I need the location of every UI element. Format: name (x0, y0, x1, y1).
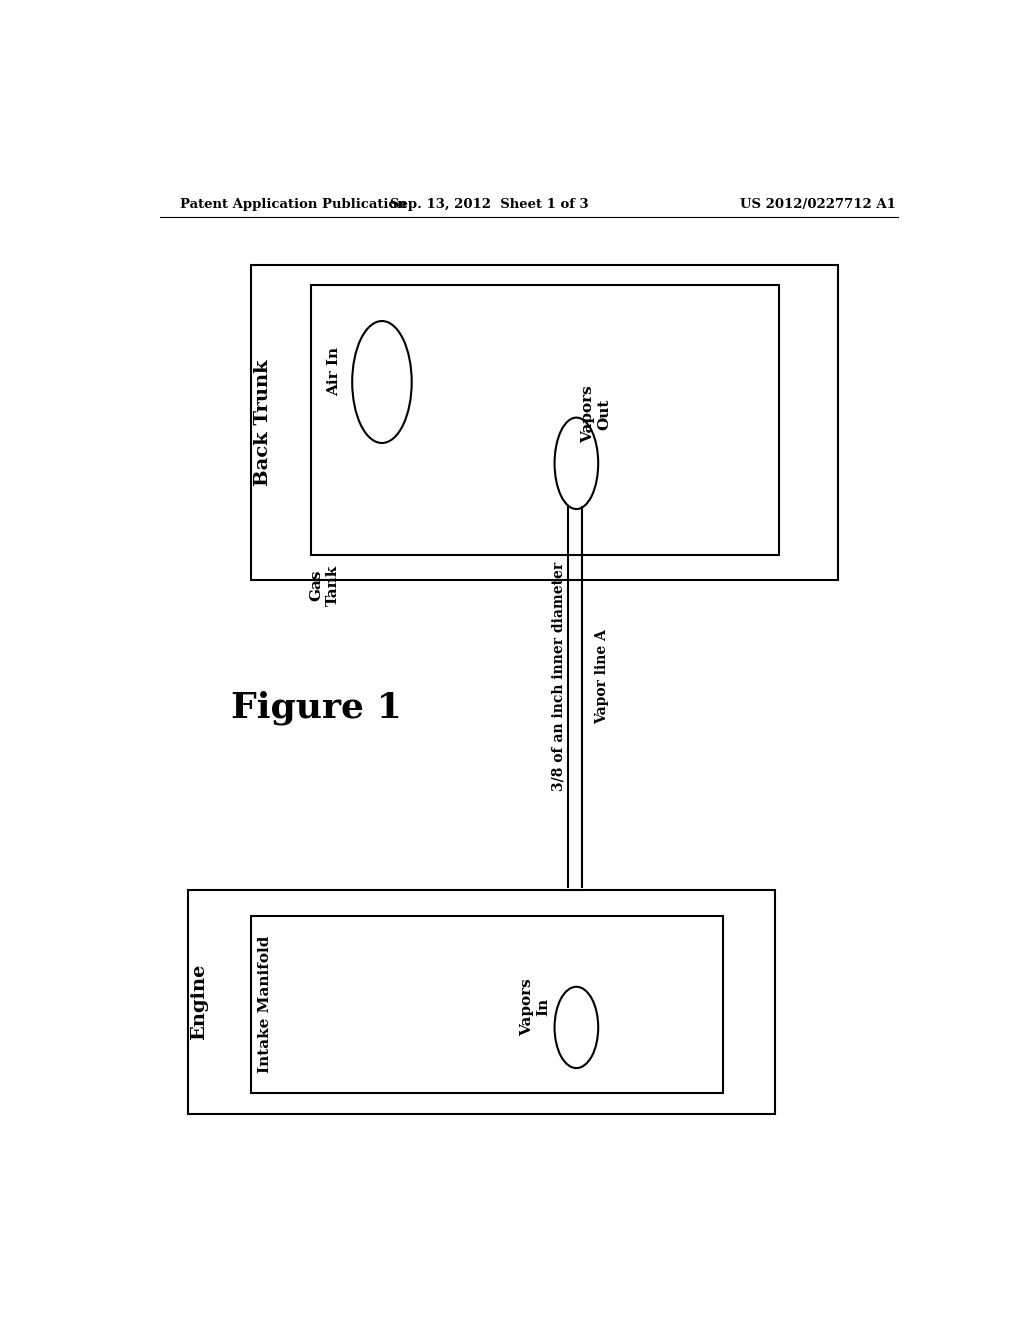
Text: Back Trunk: Back Trunk (254, 359, 272, 486)
Text: Air In: Air In (328, 347, 341, 396)
Text: Intake Manifold: Intake Manifold (258, 936, 272, 1073)
Text: Vapors
Out: Vapors Out (582, 385, 611, 444)
Bar (310, 285, 778, 554)
Bar (187, 890, 775, 1114)
Text: Vapors
In: Vapors In (520, 978, 550, 1036)
Ellipse shape (555, 417, 598, 510)
Text: Gas
Tank: Gas Tank (309, 565, 340, 606)
Ellipse shape (352, 321, 412, 444)
Text: Figure 1: Figure 1 (231, 690, 402, 725)
Text: Engine: Engine (190, 964, 209, 1040)
Text: US 2012/0227712 A1: US 2012/0227712 A1 (740, 198, 896, 211)
Ellipse shape (555, 987, 598, 1068)
Text: 3/8 of an inch inner diameter: 3/8 of an inch inner diameter (551, 562, 565, 791)
Text: Patent Application Publication: Patent Application Publication (179, 198, 407, 211)
Bar (251, 916, 723, 1093)
Text: Vapor line A: Vapor line A (596, 630, 609, 725)
Text: Sep. 13, 2012  Sheet 1 of 3: Sep. 13, 2012 Sheet 1 of 3 (390, 198, 589, 211)
Bar (251, 265, 839, 581)
